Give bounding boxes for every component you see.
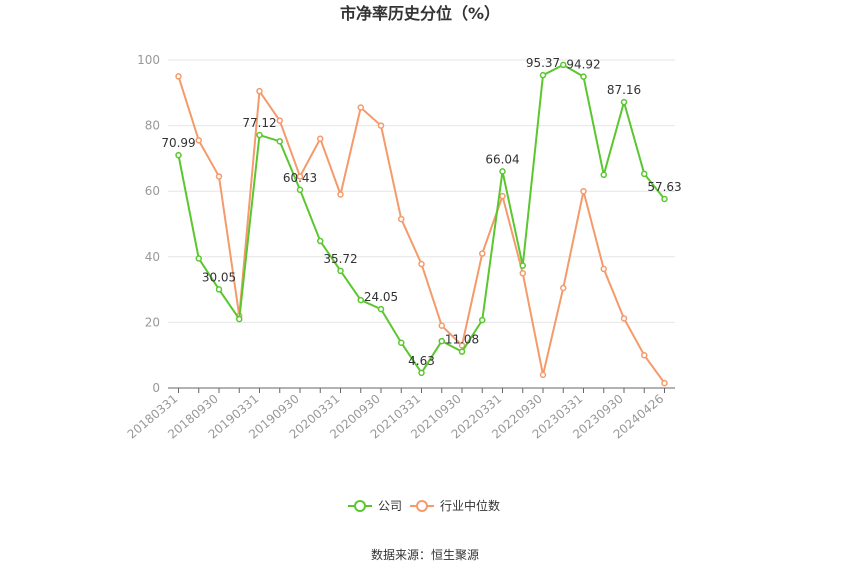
y-tick-label: 0 (152, 381, 160, 395)
data-point[interactable] (317, 135, 324, 142)
source-text: 数据来源：恒生聚源 (371, 547, 479, 562)
data-point[interactable] (256, 87, 263, 95)
y-tick-label: 60 (145, 184, 160, 198)
data-point[interactable] (560, 284, 567, 292)
legend-item-1[interactable]: 行业中位数 (410, 498, 500, 513)
data-point[interactable] (519, 269, 526, 277)
chart-title: 市净率历史分位（%） (340, 4, 500, 23)
data-label: 11.08 (445, 333, 479, 347)
data-point[interactable] (175, 151, 182, 159)
data-point[interactable] (620, 315, 628, 322)
data-point[interactable] (195, 137, 202, 144)
data-point[interactable] (539, 371, 547, 379)
data-label: 94.92 (566, 58, 600, 72)
y-tick-label: 100 (137, 53, 160, 67)
legend-label: 行业中位数 (440, 498, 500, 513)
data-point[interactable] (337, 191, 344, 198)
data-point[interactable] (438, 322, 445, 329)
data-label: 77.12 (242, 116, 276, 130)
data-point[interactable] (296, 173, 304, 180)
data-label: 4.63 (408, 354, 435, 368)
data-point[interactable] (458, 348, 466, 355)
data-point[interactable] (398, 215, 405, 223)
data-point[interactable] (377, 305, 385, 313)
legend-swatch-marker (354, 500, 366, 512)
data-label: 66.04 (485, 152, 519, 166)
data-point[interactable] (357, 296, 364, 304)
data-point[interactable] (458, 342, 466, 349)
data-label: 24.05 (364, 290, 398, 304)
data-point[interactable] (276, 138, 283, 145)
data-point[interactable] (600, 171, 607, 179)
data-label: 30.05 (202, 270, 236, 284)
data-point[interactable] (215, 286, 223, 293)
data-label: 35.72 (323, 252, 357, 266)
data-point[interactable] (236, 315, 243, 323)
data-point[interactable] (438, 337, 445, 345)
data-point[interactable] (519, 262, 526, 269)
data-label: 60.43 (283, 171, 317, 185)
data-point[interactable] (479, 316, 486, 324)
legend[interactable]: 公司 行业中位数 (348, 498, 500, 513)
data-point[interactable] (317, 237, 324, 245)
data-point[interactable] (600, 265, 607, 273)
y-tick-label: 40 (145, 250, 160, 264)
data-point[interactable] (580, 187, 587, 195)
data-point[interactable] (175, 73, 182, 80)
data-label: 70.99 (161, 136, 195, 150)
data-point[interactable] (357, 104, 364, 111)
data-point[interactable] (337, 267, 344, 275)
data-point[interactable] (398, 339, 405, 346)
data-label: 95.37 (526, 56, 560, 70)
data-point[interactable] (580, 73, 587, 80)
data-point[interactable] (418, 260, 425, 268)
data-point[interactable] (215, 173, 223, 180)
axes: 0204060801002018033120180930201903312019… (125, 53, 675, 442)
data-point[interactable] (661, 195, 668, 203)
data-point[interactable] (641, 170, 648, 178)
legend-label: 公司 (378, 499, 402, 513)
data-point[interactable] (499, 168, 506, 175)
data-point[interactable] (641, 351, 648, 359)
data-labels: 70.99 30.05 77.12 60.43 35.72 24.05 4.63 11.08 6… (161, 56, 681, 368)
data-point[interactable] (479, 250, 486, 257)
data-point[interactable] (539, 71, 547, 79)
data-point[interactable] (418, 369, 425, 377)
legend-swatch-marker (416, 500, 428, 512)
data-label: 57.63 (647, 180, 681, 194)
data-point[interactable] (377, 122, 385, 129)
data-point[interactable] (195, 255, 202, 262)
data-label: 87.16 (607, 83, 641, 97)
series-layer (175, 61, 668, 387)
data-point[interactable] (620, 98, 628, 106)
data-point[interactable] (256, 131, 263, 139)
data-point[interactable] (276, 117, 283, 124)
data-point[interactable] (296, 186, 304, 194)
y-tick-label: 20 (145, 315, 160, 329)
y-tick-label: 80 (145, 119, 160, 133)
data-point[interactable] (560, 61, 567, 69)
data-point[interactable] (661, 379, 668, 387)
data-point[interactable] (499, 192, 506, 200)
legend-item-0[interactable]: 公司 (348, 499, 402, 513)
